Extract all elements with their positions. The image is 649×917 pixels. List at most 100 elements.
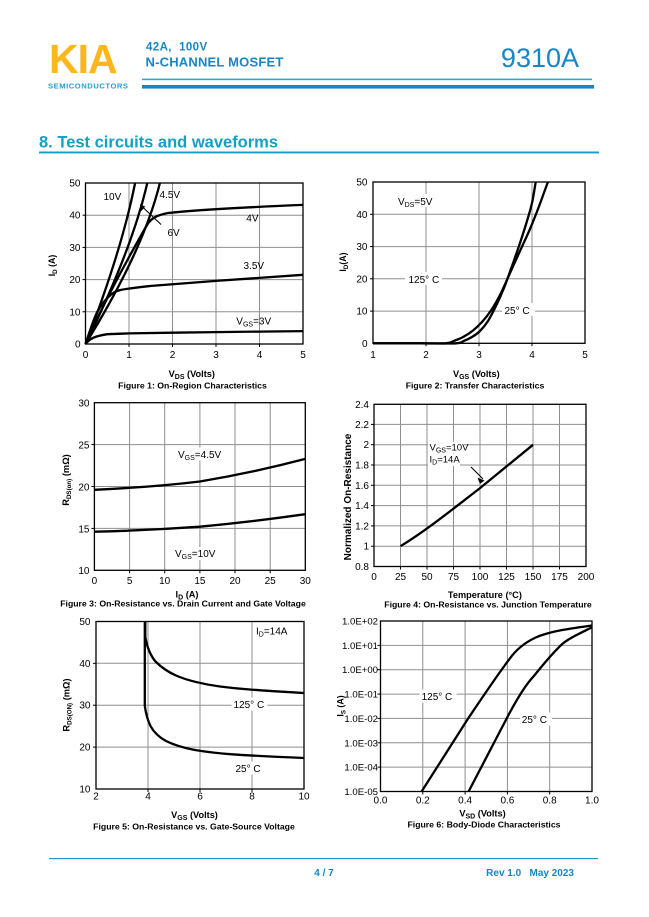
svg-text:2.2: 2.2 [355, 420, 369, 431]
svg-text:2: 2 [93, 792, 99, 803]
svg-text:50: 50 [69, 179, 81, 190]
svg-text:125° C: 125° C [422, 692, 453, 703]
svg-text:Figure 6: Body-Diode Character: Figure 6: Body-Diode Characteristics [407, 820, 560, 830]
svg-text:25° C: 25° C [236, 764, 261, 775]
svg-text:1.0E-05: 1.0E-05 [344, 787, 378, 798]
svg-text:175: 175 [551, 572, 568, 583]
svg-text:10: 10 [79, 785, 91, 796]
svg-text:VGS=4.5V: VGS=4.5V [178, 450, 222, 462]
svg-text:Temperature (°C): Temperature (°C) [448, 590, 522, 600]
svg-text:1.4: 1.4 [355, 501, 369, 512]
svg-text:5: 5 [127, 576, 133, 587]
svg-text:0.0: 0.0 [374, 796, 388, 807]
svg-text:10: 10 [78, 566, 90, 577]
svg-text:VGS=10V: VGS=10V [175, 549, 216, 561]
svg-text:40: 40 [356, 210, 368, 221]
svg-text:25° C: 25° C [505, 306, 530, 317]
svg-text:1.6: 1.6 [355, 481, 369, 492]
svg-text:25: 25 [265, 576, 277, 587]
svg-text:25° C: 25° C [522, 715, 547, 726]
svg-text:1.0E-03: 1.0E-03 [344, 738, 378, 749]
svg-text:25: 25 [78, 441, 90, 452]
svg-text:0.2: 0.2 [416, 796, 430, 807]
svg-text:30: 30 [78, 399, 90, 410]
svg-text:1: 1 [363, 542, 369, 553]
svg-text:Figure 2: Transfer Characteris: Figure 2: Transfer Characteristics [406, 380, 545, 390]
svg-text:Rev 1.0 May 2023: Rev 1.0 May 2023 [486, 868, 574, 879]
svg-text:RDS(ON) (mΩ): RDS(ON) (mΩ) [62, 678, 74, 731]
svg-text:15: 15 [78, 524, 90, 535]
svg-text:Figure 3: On-Resistance vs. Dr: Figure 3: On-Resistance vs. Drain Curren… [60, 599, 306, 609]
svg-text:3: 3 [213, 350, 219, 361]
svg-text:8: 8 [249, 792, 255, 803]
svg-text:4V: 4V [246, 214, 259, 225]
svg-text:20: 20 [229, 576, 241, 587]
svg-text:VGS (Volts): VGS (Volts) [171, 810, 218, 822]
svg-text:0.4: 0.4 [458, 796, 472, 807]
svg-text:4: 4 [257, 350, 263, 361]
svg-text:30: 30 [69, 243, 81, 254]
svg-text:20: 20 [356, 274, 368, 285]
svg-text:RDS(on) (mΩ): RDS(on) (mΩ) [61, 454, 73, 506]
svg-text:6: 6 [197, 792, 203, 803]
svg-text:1.0E-04: 1.0E-04 [344, 763, 378, 774]
svg-text:10: 10 [159, 576, 171, 587]
svg-text:30: 30 [79, 701, 91, 712]
svg-text:40: 40 [79, 659, 91, 670]
svg-text:VGS=3V: VGS=3V [236, 317, 271, 329]
svg-text:6V: 6V [168, 228, 181, 239]
svg-text:75: 75 [448, 572, 460, 583]
svg-text:8. Test circuits and waveforms: 8. Test circuits and waveforms [39, 134, 278, 152]
svg-text:1.0E+00: 1.0E+00 [342, 665, 378, 676]
svg-text:20: 20 [79, 743, 91, 754]
svg-text:1: 1 [126, 350, 132, 361]
svg-text:ID=14A: ID=14A [256, 627, 288, 639]
svg-text:30: 30 [300, 576, 312, 587]
svg-text:20: 20 [78, 483, 90, 494]
svg-text:4: 4 [529, 350, 535, 361]
svg-text:40: 40 [69, 211, 81, 222]
svg-text:KIA: KIA [49, 36, 117, 82]
svg-text:150: 150 [525, 572, 542, 583]
svg-text:1.0: 1.0 [585, 796, 599, 807]
svg-text:25: 25 [395, 572, 407, 583]
svg-text:15: 15 [194, 576, 206, 587]
svg-text:ID=14A: ID=14A [430, 455, 461, 467]
svg-text:125° C: 125° C [409, 275, 440, 286]
svg-text:1.0E-01: 1.0E-01 [344, 690, 378, 701]
svg-text:Normalized On-Resistance: Normalized On-Resistance [343, 433, 354, 560]
svg-text:SEMICONDUCTORS: SEMICONDUCTORS [48, 82, 129, 91]
svg-text:2: 2 [170, 350, 176, 361]
svg-text:42A, 100V: 42A, 100V [146, 42, 208, 54]
svg-text:4: 4 [145, 792, 151, 803]
svg-text:1.2: 1.2 [355, 521, 369, 532]
svg-text:ID(A): ID(A) [338, 252, 350, 271]
svg-text:1: 1 [370, 350, 376, 361]
svg-text:N-CHANNEL MOSFET: N-CHANNEL MOSFET [146, 55, 284, 70]
svg-text:0: 0 [92, 576, 98, 587]
svg-text:0: 0 [362, 339, 368, 350]
svg-text:VGS (Volts): VGS (Volts) [453, 369, 500, 381]
svg-text:VDS=5V: VDS=5V [398, 197, 433, 209]
svg-text:4.5V: 4.5V [160, 190, 181, 201]
svg-text:125: 125 [498, 572, 515, 583]
svg-text:Figure 4: On-Resistance vs. Ju: Figure 4: On-Resistance vs. Junction Tem… [384, 600, 592, 610]
svg-text:2: 2 [423, 350, 429, 361]
svg-text:Figure 5: On-Resistance vs. Ga: Figure 5: On-Resistance vs. Gate-Source … [93, 822, 295, 832]
svg-text:30: 30 [356, 242, 368, 253]
svg-text:2: 2 [363, 440, 369, 451]
svg-text:ID (A): ID (A) [47, 255, 59, 277]
svg-text:VGS=10V: VGS=10V [430, 443, 470, 455]
svg-text:125° C: 125° C [234, 700, 265, 711]
svg-text:50: 50 [421, 572, 433, 583]
svg-text:10: 10 [298, 792, 310, 803]
svg-text:IS (A): IS (A) [336, 695, 348, 716]
svg-text:4 / 7: 4 / 7 [314, 868, 334, 879]
svg-text:0: 0 [75, 340, 81, 351]
svg-text:10: 10 [356, 307, 368, 318]
svg-text:Figure 1: On-Region Characteri: Figure 1: On-Region Characteristics [118, 380, 267, 390]
svg-text:200: 200 [578, 572, 595, 583]
svg-text:100: 100 [472, 572, 489, 583]
svg-text:50: 50 [79, 617, 91, 628]
svg-text:0.6: 0.6 [500, 796, 514, 807]
